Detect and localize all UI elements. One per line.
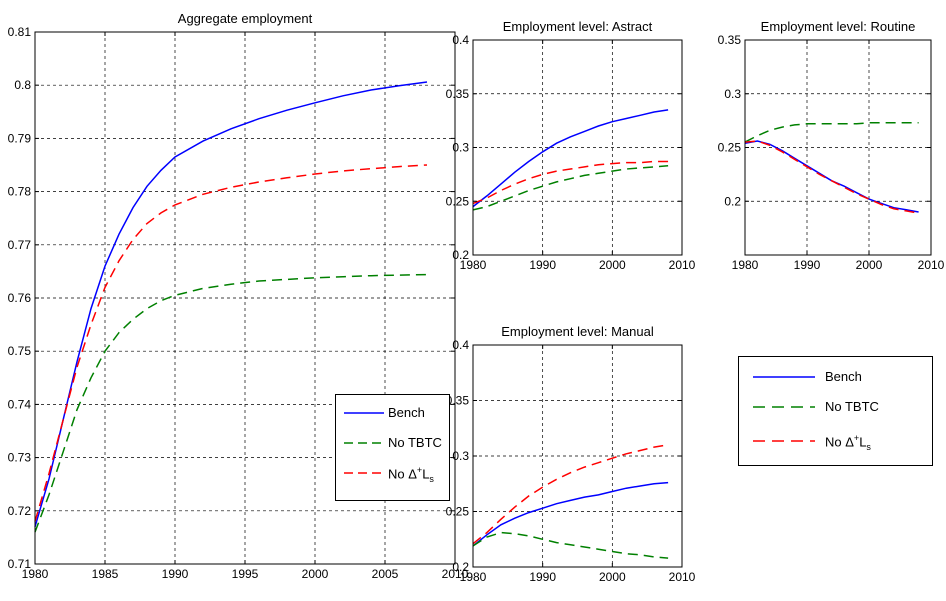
x-tick-label: 1990 <box>162 567 189 581</box>
legend-entry-no-tbtc: No TBTC <box>739 397 932 417</box>
x-tick-label: 1980 <box>732 258 759 272</box>
y-tick-label: 0.35 <box>718 33 742 47</box>
y-tick-label: 0.35 <box>446 394 470 408</box>
x-tick-label: 2000 <box>599 258 626 272</box>
legend-label-sup: + <box>853 433 860 443</box>
legend-label-mid: L <box>859 434 867 450</box>
legend-entry-no-delta-ls: No Δ+Ls <box>336 463 449 484</box>
y-tick-label: 0.76 <box>8 291 32 305</box>
y-tick-label: 0.35 <box>446 87 470 101</box>
y-tick-label: 0.4 <box>452 338 469 352</box>
chart-manual: 1980 1990 2000 2010 0.2 0.25 0.3 0.35 0.4 Employm… <box>446 324 696 584</box>
chart-title: Employment level: Manual <box>501 324 654 339</box>
legend-label-no-delta-ls: No Δ+Ls <box>388 465 434 484</box>
series-line-no-tbtc <box>472 531 669 559</box>
legend-entry-no-tbtc: No TBTC <box>336 433 449 453</box>
x-tick-label: 2010 <box>918 258 945 272</box>
legend-label-sub: s <box>866 441 871 452</box>
legend-label-no-tbtc: No TBTC <box>825 399 879 414</box>
series-line-no-tbtc <box>744 122 919 143</box>
y-tick-label: 0.4 <box>452 33 469 47</box>
x-tick-label: 2000 <box>599 570 626 584</box>
chart-title: Employment level: Astract <box>503 19 653 34</box>
x-tick-label: 1985 <box>92 567 119 581</box>
legend-entry-bench: Bench <box>739 367 932 387</box>
x-tick-label: 2010 <box>669 258 696 272</box>
x-tick-label: 1980 <box>460 570 487 584</box>
y-tick-label: 0.79 <box>8 131 32 145</box>
legend-line-no-tbtc <box>753 406 815 408</box>
y-tick-label: 0.75 <box>8 344 32 358</box>
y-tick-label: 0.78 <box>8 185 32 199</box>
x-tick-label: 1990 <box>794 258 821 272</box>
x-tick-label: 1990 <box>529 570 556 584</box>
y-tick-label: 0.3 <box>724 87 741 101</box>
legend-label-prefix: No Δ <box>825 434 854 450</box>
legend-shared: Bench No TBTC No Δ+Ls <box>738 356 933 466</box>
y-tick-label: 0.74 <box>8 397 32 411</box>
series-line-bench <box>472 109 669 208</box>
y-tick-label: 0.3 <box>452 449 469 463</box>
legend-line-no-tbtc <box>344 442 384 444</box>
x-tick-label: 2005 <box>372 567 399 581</box>
legend-line-no-delta-ls <box>753 440 815 442</box>
y-tick-label: 0.25 <box>446 194 470 208</box>
legend-line-bench <box>344 412 384 414</box>
legend-line-no-delta-ls <box>344 472 384 474</box>
series-line-no-ls <box>472 160 669 205</box>
legend-label-no-delta-ls: No Δ+Ls <box>825 433 871 452</box>
y-tick-label: 0.8 <box>14 78 31 92</box>
x-tick-label: 1990 <box>529 258 556 272</box>
series-line-bench <box>472 481 669 547</box>
legend-label-no-tbtc: No TBTC <box>388 435 442 450</box>
legend-label-bench: Bench <box>825 369 862 384</box>
chart-title: Aggregate employment <box>178 11 313 26</box>
y-tick-label: 0.77 <box>8 238 32 252</box>
y-tick-label: 0.73 <box>8 451 32 465</box>
y-tick-label: 0.25 <box>718 141 742 155</box>
x-tick-label: 2000 <box>302 567 329 581</box>
y-tick-label: 0.71 <box>8 557 32 571</box>
x-tick-label: 2000 <box>856 258 883 272</box>
legend-entry-bench: Bench <box>336 403 449 423</box>
y-tick-label: 0.81 <box>8 25 32 39</box>
x-tick-label: 1995 <box>232 567 259 581</box>
x-tick-label: 1980 <box>22 567 49 581</box>
legend-aggregate: Bench No TBTC No Δ+Ls <box>335 394 450 501</box>
chart-abstract: 1980 1990 2000 2010 0.2 0.25 0.3 0.35 0.4 Employm… <box>446 19 696 272</box>
series-line-no-tbtc <box>34 273 428 533</box>
legend-label-mid: L <box>422 466 430 482</box>
chart-title: Employment level: Routine <box>761 19 916 34</box>
legend-line-bench <box>753 376 815 378</box>
y-tick-label: 0.2 <box>452 560 469 574</box>
legend-label-sup: + <box>416 465 423 475</box>
chart-routine: 1980 1990 2000 2010 0.2 0.25 0.3 0.35 Employment… <box>718 19 945 272</box>
y-tick-label: 0.25 <box>446 505 470 519</box>
series-line-no-ls <box>744 140 919 214</box>
series-line-no-ls <box>472 444 669 545</box>
series-line-no-tbtc <box>472 165 669 211</box>
x-tick-label: 2010 <box>442 567 469 581</box>
series-line-bench <box>34 81 428 528</box>
x-tick-label: 1980 <box>460 258 487 272</box>
legend-label-prefix: No Δ <box>388 466 417 482</box>
y-tick-label: 0.2 <box>452 248 469 262</box>
y-tick-label: 0.72 <box>8 504 32 518</box>
legend-label-sub: s <box>429 473 434 484</box>
series-line-no-ls <box>34 164 428 522</box>
legend-entry-no-delta-ls: No Δ+Ls <box>739 431 932 452</box>
x-tick-label: 2010 <box>669 570 696 584</box>
legend-label-bench: Bench <box>388 405 425 420</box>
y-tick-label: 0.3 <box>452 141 469 155</box>
y-tick-label: 0.2 <box>724 194 741 208</box>
chart-aggregate: 1980 1985 1990 1995 2000 2005 2010 0.71 0.72 0.73… <box>8 11 469 581</box>
